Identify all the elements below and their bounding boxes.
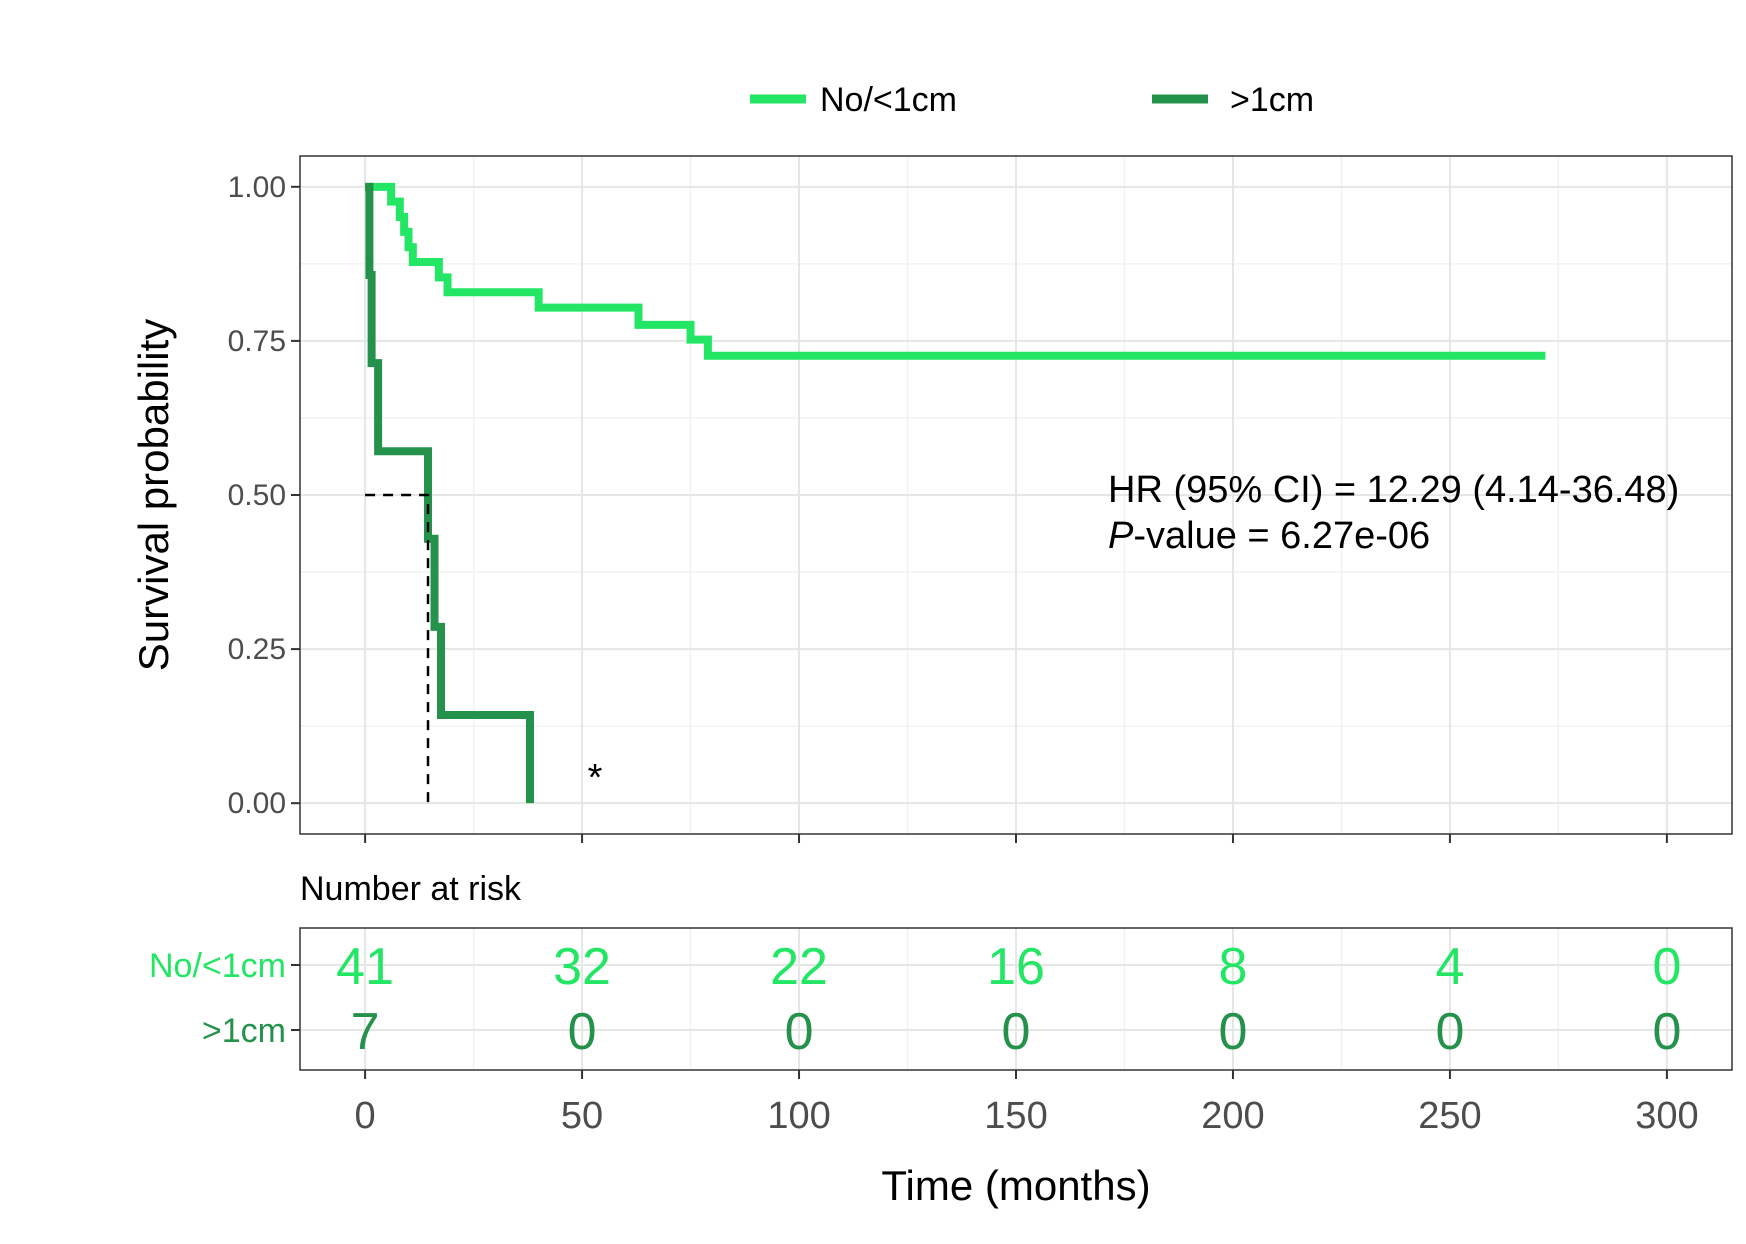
risk-row-label: No/<1cm bbox=[149, 947, 286, 985]
risk-table-title: Number at risk bbox=[300, 870, 522, 908]
survival-curves bbox=[365, 182, 1546, 804]
risk-count: 0 bbox=[568, 1003, 597, 1061]
p-value-italic-p: P bbox=[1108, 515, 1134, 557]
risk-count: 0 bbox=[1435, 1003, 1464, 1061]
legend-label: No/<1cm bbox=[820, 81, 957, 119]
survival-curve-no-lt1cm bbox=[365, 182, 1546, 360]
x-tick-label: 50 bbox=[561, 1095, 603, 1137]
risk-count: 0 bbox=[1219, 1003, 1248, 1061]
legend-label: >1cm bbox=[1230, 81, 1314, 119]
risk-table: No/<1cm 41 32 22 16 8 4 0 >1cm 7 0 0 0 0 0 0 bbox=[149, 927, 1733, 1071]
median-survival-guide bbox=[365, 493, 430, 804]
hazard-ratio-text: HR (95% CI) = 12.29 (4.14-36.48) bbox=[1108, 469, 1679, 511]
p-value-text: P-value = 6.27e-06 bbox=[1108, 515, 1430, 557]
risk-count: 32 bbox=[553, 938, 611, 996]
risk-count: 22 bbox=[770, 938, 828, 996]
risk-count: 0 bbox=[1652, 938, 1681, 996]
y-tick-label: 0.75 bbox=[228, 325, 286, 358]
survival-axes: 0.00 0.25 0.50 0.75 1.00 bbox=[228, 155, 1733, 843]
x-tick-label: 150 bbox=[984, 1095, 1047, 1137]
x-tick-label: 0 bbox=[355, 1095, 376, 1137]
risk-count: 41 bbox=[336, 938, 394, 996]
x-tick-label: 200 bbox=[1201, 1095, 1264, 1137]
risk-count: 0 bbox=[1002, 1003, 1031, 1061]
annotations: HR (95% CI) = 12.29 (4.14-36.48) P-value… bbox=[588, 469, 1680, 799]
survival-curve-gt1cm bbox=[365, 182, 534, 804]
risk-count: 8 bbox=[1219, 938, 1248, 996]
risk-row-label: >1cm bbox=[202, 1012, 286, 1050]
y-tick-label: 1.00 bbox=[228, 171, 286, 204]
x-tick-label: 100 bbox=[767, 1095, 830, 1137]
y-tick-label: 0.25 bbox=[228, 633, 286, 666]
legend-item: No/<1cm bbox=[750, 81, 957, 119]
x-axis-title: Time (months) bbox=[881, 1162, 1150, 1209]
risk-count: 4 bbox=[1435, 938, 1464, 996]
y-axis-title: Survival probability bbox=[130, 319, 177, 672]
significance-asterisk: * bbox=[588, 757, 603, 799]
y-tick-label: 0.50 bbox=[228, 479, 286, 512]
x-tick-label: 300 bbox=[1635, 1095, 1698, 1137]
risk-count: 0 bbox=[1652, 1003, 1681, 1061]
risk-count: 7 bbox=[351, 1003, 380, 1061]
risk-count: 16 bbox=[987, 938, 1045, 996]
p-value-rest: -value = 6.27e-06 bbox=[1133, 515, 1430, 557]
x-tick-label: 250 bbox=[1418, 1095, 1481, 1137]
legend: No/<1cm >1cm bbox=[750, 81, 1314, 119]
y-tick-label: 0.00 bbox=[228, 787, 286, 820]
risk-count: 0 bbox=[785, 1003, 814, 1061]
legend-item: >1cm bbox=[1152, 81, 1314, 119]
time-axis: 0 50 100 150 200 250 300 bbox=[355, 1070, 1699, 1137]
